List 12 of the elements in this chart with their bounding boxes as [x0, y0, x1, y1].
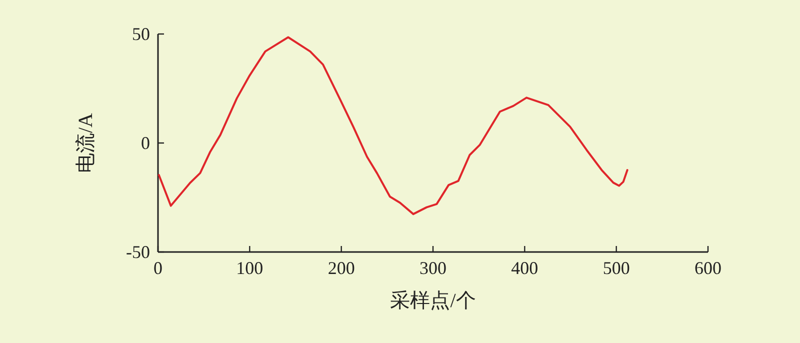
x-tick-label: 400	[511, 258, 538, 278]
x-tick-label: 0	[154, 258, 162, 278]
x-tick-label: 300	[420, 258, 446, 278]
y-tick-label: -50	[126, 242, 150, 262]
y-tick-label: 0	[141, 133, 150, 153]
x-axis-title: 采样点/个	[390, 290, 476, 312]
y-tick-label: 50	[132, 24, 150, 44]
x-tick-label: 200	[328, 258, 355, 278]
x-tick-label: 600	[694, 258, 722, 278]
y-axis-title: 电流/A	[75, 112, 97, 173]
x-tick-label: 100	[236, 258, 264, 278]
x-tick-label: 500	[602, 258, 630, 278]
